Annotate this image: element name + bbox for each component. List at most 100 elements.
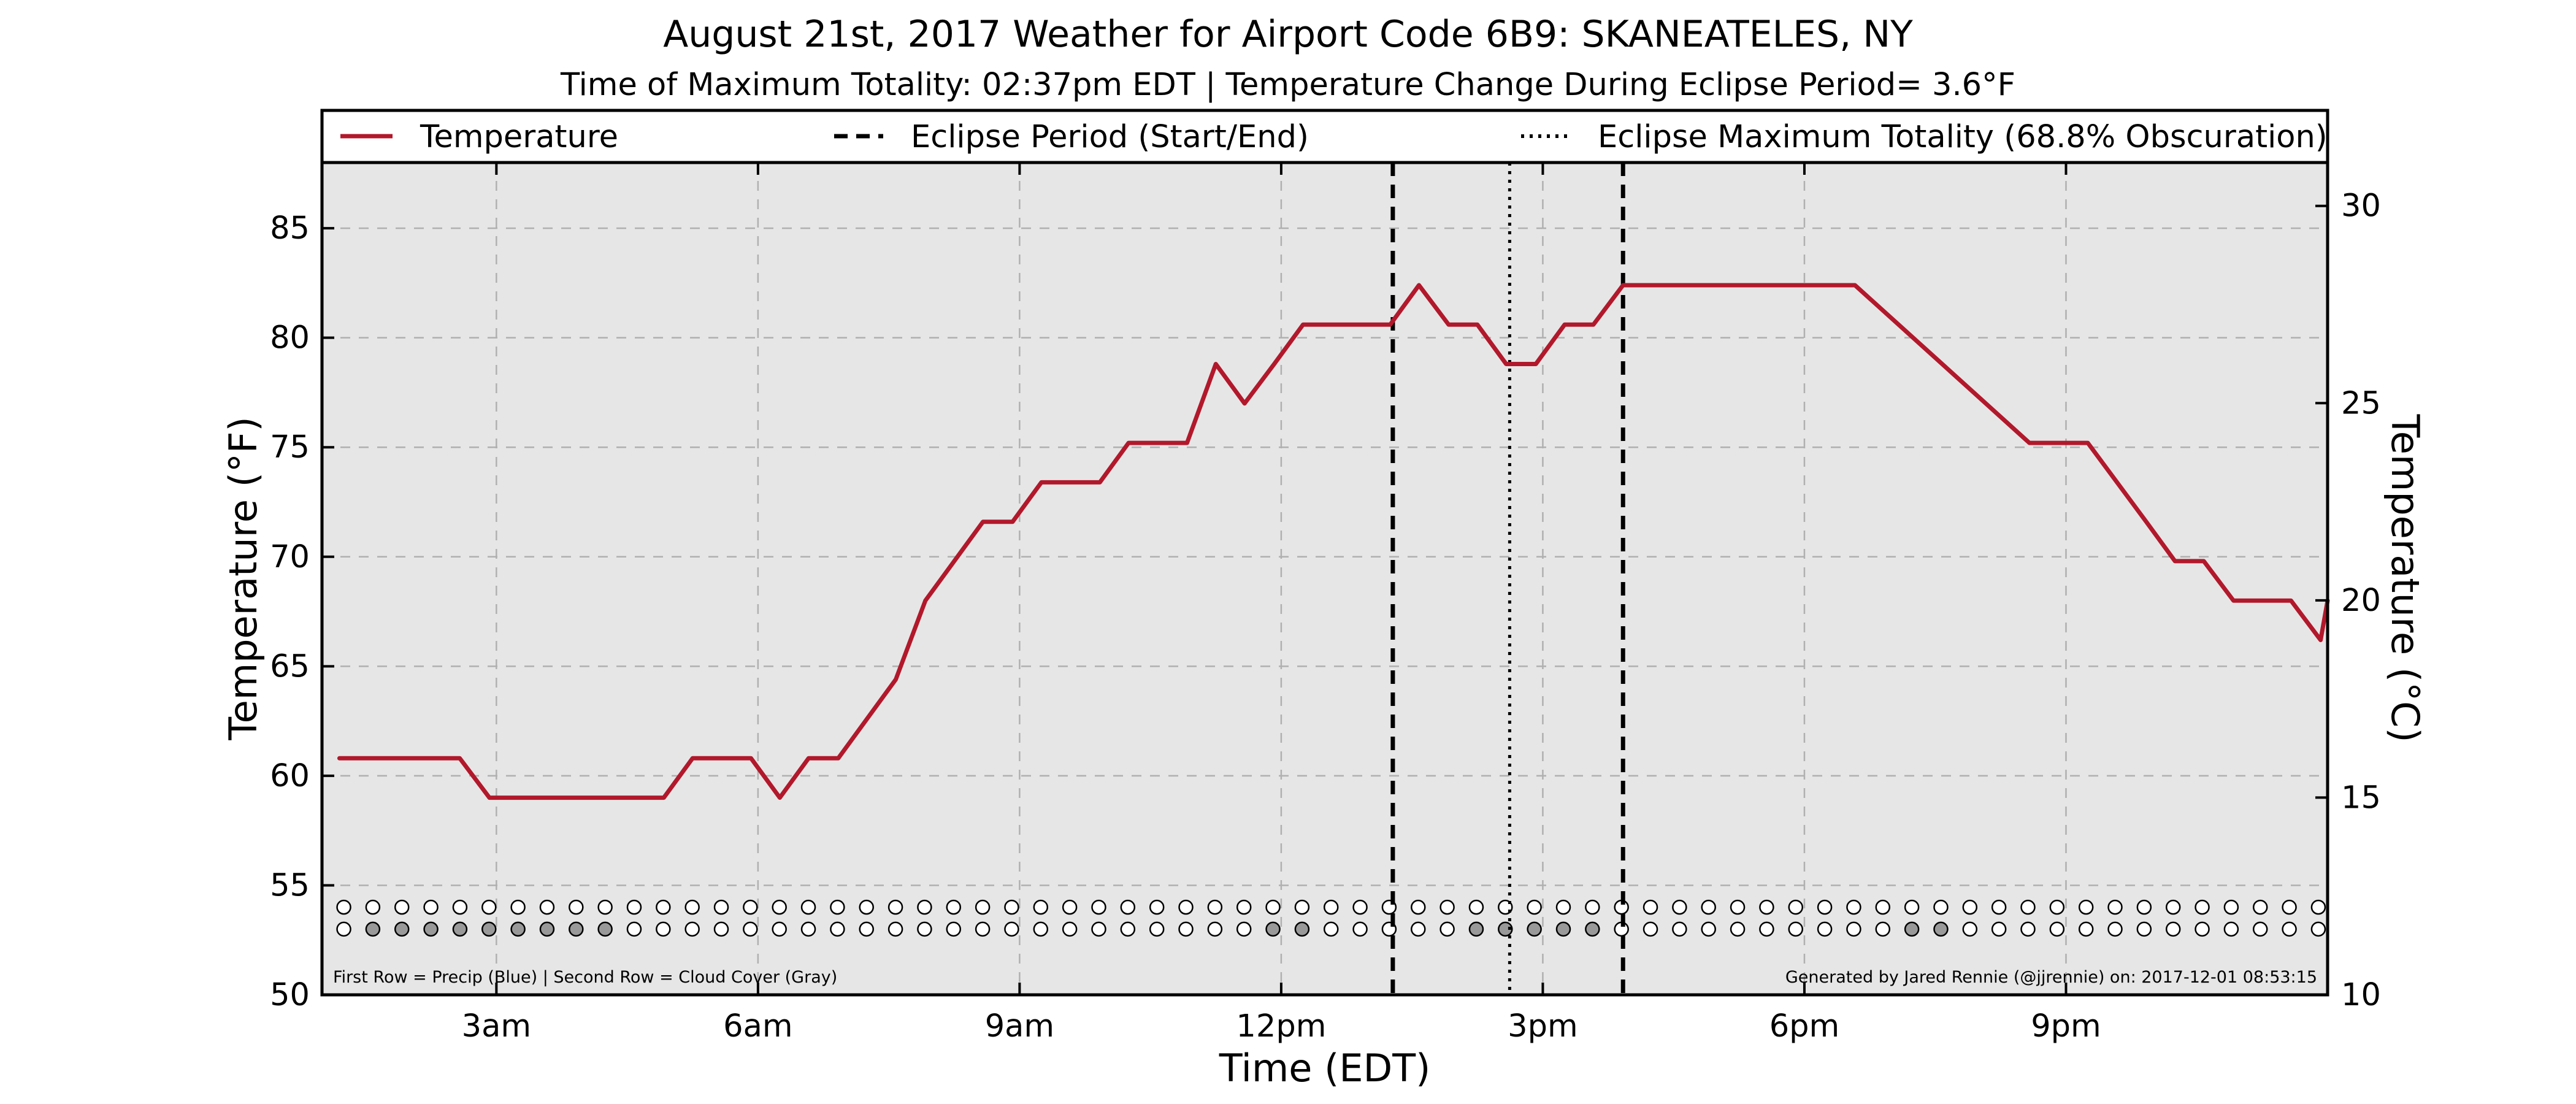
precip-marker (1527, 899, 1542, 915)
precip-marker (1962, 899, 1978, 915)
y-right-tick-label: 15 (2341, 780, 2381, 816)
y-tick-label: 55 (270, 867, 310, 903)
chart-subtitle: Time of Maximum Totality: 02:37pm EDT | … (560, 67, 2015, 103)
precip-marker (1091, 899, 1106, 915)
x-tick-label: 9am (985, 1008, 1054, 1045)
y-axis-right-label: Temperature (°C) (2383, 413, 2428, 742)
cloud-cover-marker (1730, 921, 1746, 937)
y-axis-label: Temperature (°F) (221, 416, 266, 740)
precip-marker (2107, 899, 2123, 915)
cloud-cover-marker (336, 921, 351, 937)
cloud-cover-marker (975, 921, 991, 937)
cloud-cover-marker (539, 921, 555, 937)
precip-marker (859, 899, 874, 915)
precip-marker (510, 899, 526, 915)
precip-marker (743, 899, 758, 915)
cloud-cover-marker (2078, 921, 2094, 937)
y-axis-ticks: 50 55 60 65 70 75 80 85 (270, 210, 334, 1013)
precip-marker (1411, 899, 1426, 915)
precip-marker (481, 899, 497, 915)
cloud-cover-marker (2282, 921, 2297, 937)
cloud-cover-marker (1788, 921, 1803, 937)
y-right-tick-label: 30 (2341, 188, 2381, 224)
cloud-cover-marker (1207, 921, 1223, 937)
footnote-left: First Row = Precip (Blue) | Second Row =… (333, 968, 837, 987)
cloud-cover-marker (1411, 921, 1426, 937)
precip-marker (2078, 899, 2094, 915)
precip-marker (2252, 899, 2268, 915)
cloud-cover-marker (1149, 921, 1165, 937)
precip-marker (1265, 899, 1281, 915)
y-tick-label: 70 (270, 539, 310, 575)
precip-marker (1875, 899, 1891, 915)
cloud-cover-marker (1672, 921, 1687, 937)
x-tick-label: 9pm (2031, 1008, 2101, 1045)
cloud-cover-marker (2049, 921, 2065, 937)
precip-marker (684, 899, 700, 915)
precip-marker (1788, 899, 1803, 915)
precip-marker (569, 899, 584, 915)
cloud-cover-marker (1468, 921, 1484, 937)
cloud-cover-marker (569, 921, 584, 937)
legend-label-temperature: Temperature (420, 119, 618, 155)
precip-marker (1294, 899, 1310, 915)
cloud-cover-marker (1817, 921, 1833, 937)
cloud-cover-marker (713, 921, 729, 937)
cloud-cover-marker (800, 921, 816, 937)
y-tick-label: 50 (270, 977, 310, 1013)
temperature-line (337, 283, 2330, 800)
cloud-cover-marker (2252, 921, 2268, 937)
precip-marker (2310, 899, 2326, 915)
cloud-cover-marker (684, 921, 700, 937)
x-tick-label: 6pm (1769, 1008, 1840, 1045)
precip-marker (1585, 899, 1600, 915)
cloud-cover-marker (917, 921, 932, 937)
precip-marker (626, 899, 642, 915)
precip-marker (1120, 899, 1136, 915)
cloud-cover-marker (394, 921, 410, 937)
precip-marker (1033, 899, 1049, 915)
cloud-cover-marker (1033, 921, 1049, 937)
precip-marker (394, 899, 410, 915)
precip-marker (1004, 899, 1019, 915)
legend: Temperature Eclipse Period (Start/End) E… (320, 109, 2329, 164)
y-right-tick-label: 20 (2341, 583, 2381, 619)
precip-marker (1439, 899, 1455, 915)
cloud-cover-marker (452, 921, 468, 937)
cloud-cover-marker (1933, 921, 1949, 937)
cloud-cover-marker (656, 921, 671, 937)
cloud-cover-marker (1904, 921, 1920, 937)
precip-marker (1904, 899, 1920, 915)
y-right-tick-label: 10 (2341, 977, 2381, 1013)
cloud-cover-marker (1759, 921, 1774, 937)
precip-marker (1759, 899, 1774, 915)
cloud-cover-marker (1991, 921, 2007, 937)
series-group (337, 283, 2330, 800)
cloud-cover-marker (626, 921, 642, 937)
precip-marker (1207, 899, 1223, 915)
precip-marker (1062, 899, 1078, 915)
precip-marker (1236, 899, 1252, 915)
precip-marker (336, 899, 351, 915)
cloud-cover-marker (597, 921, 613, 937)
precip-marker (539, 899, 555, 915)
precip-marker (423, 899, 439, 915)
cloud-cover-marker (772, 921, 787, 937)
precip-marker (772, 899, 787, 915)
x-tick-label: 12pm (1236, 1008, 1326, 1045)
x-axis-label: Time (EDT) (1219, 1046, 1431, 1091)
cloud-cover-marker (859, 921, 874, 937)
cloud-cover-marker (1585, 921, 1600, 937)
cloud-cover-marker (2195, 921, 2210, 937)
y-tick-label: 65 (270, 648, 310, 684)
plot-area (322, 163, 2328, 995)
plot-frame (320, 161, 2329, 997)
precip-marker (1817, 899, 1833, 915)
cloud-cover-marker (510, 921, 526, 937)
precip-marker (917, 899, 932, 915)
precip-marker (2020, 899, 2036, 915)
precip-marker (1643, 899, 1658, 915)
footnote-right: Generated by Jared Rennie (@jjrennie) on… (1785, 968, 2317, 987)
y-tick-label: 85 (270, 210, 310, 247)
